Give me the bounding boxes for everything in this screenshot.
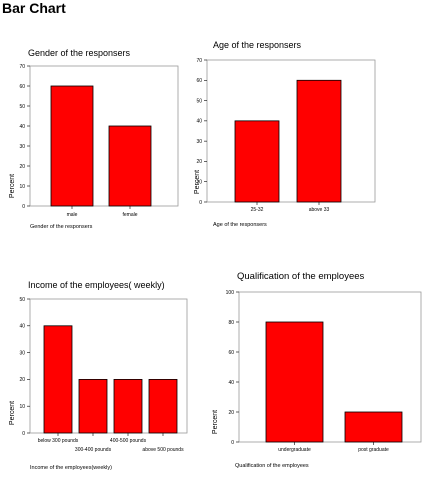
y-tick-label: 40 <box>228 380 234 386</box>
y-tick-label: 0 <box>22 204 25 210</box>
y-axis-label: Percent <box>194 170 201 194</box>
bar <box>43 325 73 434</box>
y-tick-label: 50 <box>19 104 25 110</box>
bar <box>113 379 143 434</box>
category-label: 400-500 pounds <box>110 438 147 444</box>
bar <box>344 411 403 443</box>
category-label: 300-400 pounds <box>75 447 112 453</box>
chart-income: Income of the employees( weekly) 0 10 20 30… <box>0 277 200 477</box>
x-axis-label: Income of the employees(weekly) <box>30 465 112 471</box>
x-axis-label: Age of the responsers <box>213 222 267 228</box>
plot-frame <box>206 59 376 203</box>
x-axis-label: Gender of the responsers <box>30 224 93 230</box>
y-tick-label: 0 <box>199 200 202 206</box>
bar <box>265 321 324 443</box>
y-tick-label: 40 <box>196 119 202 125</box>
plot-frame <box>29 298 188 434</box>
bar <box>50 85 94 207</box>
y-tick-label: 10 <box>19 184 25 190</box>
page-title: Bar Chart <box>2 0 66 16</box>
y-tick-label: 30 <box>19 350 25 356</box>
y-tick-label: 20 <box>19 377 25 383</box>
plot-frame <box>238 291 422 443</box>
bar <box>234 120 280 203</box>
chart-age: Age of the responsers 0 10 20 30 40 50 60 70 Per… <box>190 35 390 235</box>
y-tick-label: 50 <box>196 98 202 104</box>
y-tick-label: 20 <box>228 410 234 416</box>
x-axis-label: Qualification of the employees <box>235 463 309 469</box>
plot-frame <box>29 65 179 207</box>
y-tick-label: 10 <box>196 180 202 186</box>
chart-title: Income of the employees( weekly) <box>28 280 165 290</box>
y-axis-label: Percent <box>212 410 219 434</box>
y-tick-label: 50 <box>19 297 25 303</box>
y-tick-label: 60 <box>228 350 234 356</box>
category-label: above 500 pounds <box>142 447 184 453</box>
y-tick-label: 80 <box>228 320 234 326</box>
category-label: female <box>122 212 137 218</box>
y-tick-label: 40 <box>19 124 25 130</box>
y-tick-label: 100 <box>226 290 235 296</box>
y-tick-label: 20 <box>19 164 25 170</box>
chart-qualification: Qualification of the employees 0 20 40 60 80… <box>205 268 435 478</box>
chart-plot: 0 10 20 30 40 50 Percent below 300 pounds 300-40… <box>9 297 188 453</box>
y-tick-label: 0 <box>231 440 234 446</box>
y-tick-label: 70 <box>196 58 202 64</box>
y-tick-label: 30 <box>196 139 202 145</box>
chart-plot: 0 10 20 30 40 50 60 70 Percent 25-32 above 33 <box>194 58 376 213</box>
chart-gender: Gender of the responsers 0 10 20 30 40 50 60 70… <box>0 40 190 240</box>
bar <box>148 379 178 434</box>
y-axis-label: Percent <box>9 174 16 198</box>
category-label: post graduate <box>358 447 389 453</box>
y-tick-label: 40 <box>19 324 25 330</box>
category-label: 25-32 <box>251 207 264 213</box>
category-label: undergraduate <box>278 447 311 453</box>
bar <box>296 79 342 203</box>
y-tick-label: 20 <box>196 159 202 165</box>
y-tick-label: 70 <box>19 64 25 70</box>
bar <box>108 125 152 207</box>
chart-plot: 0 20 40 60 80 100 Percent undergraduate post gra… <box>212 290 422 453</box>
y-axis-label: Percent <box>9 401 16 425</box>
y-tick-label: 60 <box>196 78 202 84</box>
y-tick-label: 10 <box>19 404 25 410</box>
bar <box>78 379 108 434</box>
chart-title: Age of the responsers <box>213 40 302 50</box>
category-label: male <box>67 212 78 218</box>
chart-title: Gender of the responsers <box>28 48 131 58</box>
chart-title: Qualification of the employees <box>237 271 365 282</box>
y-tick-label: 30 <box>19 144 25 150</box>
category-label: above 33 <box>309 207 330 213</box>
chart-plot: 0 10 20 30 40 50 60 70 Percent male female <box>9 64 179 218</box>
y-tick-label: 60 <box>19 84 25 90</box>
y-tick-label: 0 <box>22 431 25 437</box>
category-label: below 300 pounds <box>38 438 79 444</box>
